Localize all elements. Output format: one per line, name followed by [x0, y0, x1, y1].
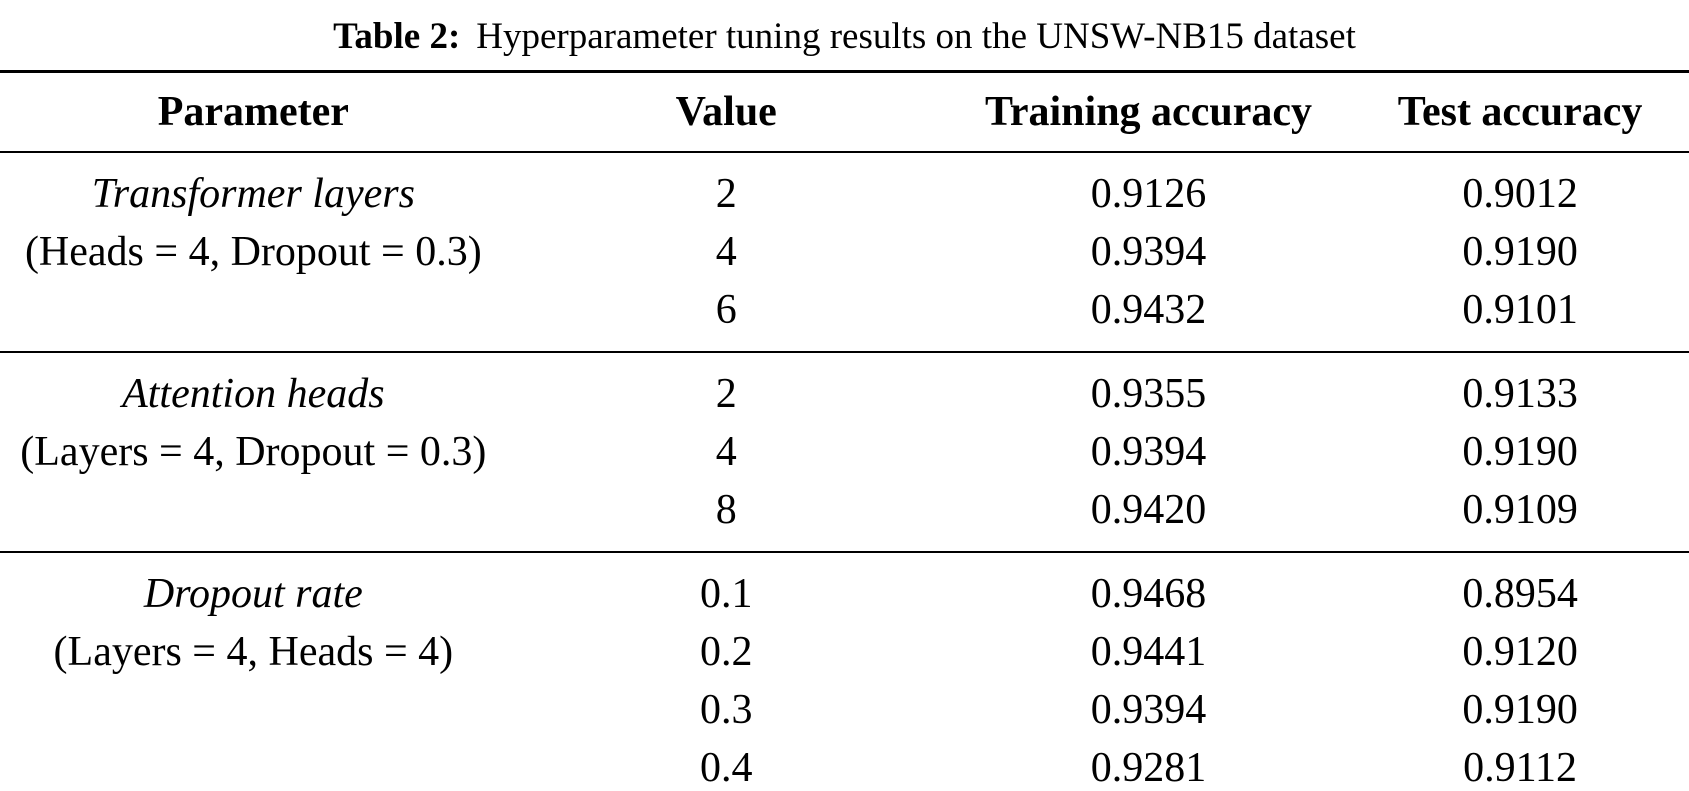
parameter-condition: (Heads = 4, Dropout = 0.3) — [24, 228, 482, 275]
group-dropout-rate: Dropout rate 0.1 0.9468 0.8954 (Layers =… — [0, 552, 1689, 791]
test-accuracy-cell: 0.8954 — [1462, 570, 1578, 617]
test-accuracy-cell: 0.9112 — [1463, 744, 1578, 791]
column-header-training-accuracy: Training accuracy — [984, 88, 1312, 135]
test-accuracy-cell: 0.9012 — [1462, 170, 1578, 217]
test-accuracy-cell: 0.9133 — [1462, 370, 1578, 417]
group-transformer-layers: Transformer layers 2 0.9126 0.9012 (Head… — [0, 152, 1689, 352]
training-accuracy-cell: 0.9420 — [1090, 486, 1207, 533]
table-row: (Layers = 4, Heads = 4) 0.2 0.9441 0.912… — [0, 623, 1689, 681]
table-row: 0.4 0.9281 0.9112 — [0, 739, 1689, 791]
table-caption: Table 2: Hyperparameter tuning results o… — [0, 0, 1689, 70]
training-accuracy-cell: 0.9394 — [1090, 686, 1207, 733]
parameter-empty-cell — [0, 281, 507, 352]
column-header-value: Value — [675, 88, 777, 135]
test-accuracy-cell: 0.9190 — [1462, 686, 1578, 733]
test-accuracy-cell: 0.9120 — [1462, 628, 1578, 675]
table-row: 6 0.9432 0.9101 — [0, 281, 1689, 352]
value-cell: 4 — [715, 428, 737, 475]
training-accuracy-cell: 0.9394 — [1090, 228, 1207, 275]
table-row: 8 0.9420 0.9109 — [0, 481, 1689, 552]
table-row: Attention heads 2 0.9355 0.9133 — [0, 352, 1689, 423]
parameter-name: Attention heads — [122, 370, 385, 417]
caption-label: Table 2: — [333, 15, 461, 57]
parameter-condition: (Layers = 4, Heads = 4) — [53, 628, 454, 675]
results-table: Parameter Value Training accuracy Test a… — [0, 70, 1689, 791]
parameter-condition: (Layers = 4, Dropout = 0.3) — [20, 428, 487, 475]
group-attention-heads: Attention heads 2 0.9355 0.9133 (Layers … — [0, 352, 1689, 552]
test-accuracy-cell: 0.9109 — [1462, 486, 1578, 533]
parameter-name: Dropout rate — [143, 570, 363, 617]
parameter-empty-cell — [0, 481, 507, 552]
header-row: Parameter Value Training accuracy Test a… — [0, 72, 1689, 152]
parameter-name: Transformer layers — [91, 170, 415, 217]
test-accuracy-cell: 0.9190 — [1462, 428, 1578, 475]
training-accuracy-cell: 0.9432 — [1090, 286, 1207, 333]
training-accuracy-cell: 0.9468 — [1090, 570, 1207, 617]
value-cell: 2 — [715, 170, 737, 217]
value-cell: 8 — [715, 486, 737, 533]
test-accuracy-cell: 0.9101 — [1462, 286, 1578, 333]
value-cell: 4 — [715, 228, 737, 275]
table-row: Transformer layers 2 0.9126 0.9012 — [0, 152, 1689, 223]
training-accuracy-cell: 0.9126 — [1090, 170, 1207, 217]
table-header: Parameter Value Training accuracy Test a… — [0, 72, 1689, 152]
parameter-empty-cell — [0, 681, 507, 739]
column-header-test-accuracy: Test accuracy — [1397, 88, 1643, 135]
training-accuracy-cell: 0.9281 — [1090, 744, 1207, 791]
training-accuracy-cell: 0.9355 — [1090, 370, 1207, 417]
table-row: (Layers = 4, Dropout = 0.3) 4 0.9394 0.9… — [0, 423, 1689, 481]
test-accuracy-cell: 0.9190 — [1462, 228, 1578, 275]
value-cell: 2 — [715, 370, 737, 417]
table-row: 0.3 0.9394 0.9190 — [0, 681, 1689, 739]
value-cell: 0.4 — [700, 744, 753, 791]
parameter-empty-cell — [0, 739, 507, 791]
caption-text: Hyperparameter tuning results on the UNS… — [476, 15, 1356, 57]
training-accuracy-cell: 0.9441 — [1090, 628, 1207, 675]
value-cell: 0.2 — [700, 628, 753, 675]
training-accuracy-cell: 0.9394 — [1090, 428, 1207, 475]
table-row: Dropout rate 0.1 0.9468 0.8954 — [0, 552, 1689, 623]
value-cell: 0.3 — [700, 686, 753, 733]
column-header-parameter: Parameter — [157, 88, 349, 135]
table-row: (Heads = 4, Dropout = 0.3) 4 0.9394 0.91… — [0, 223, 1689, 281]
value-cell: 0.1 — [700, 570, 753, 617]
value-cell: 6 — [715, 286, 737, 333]
